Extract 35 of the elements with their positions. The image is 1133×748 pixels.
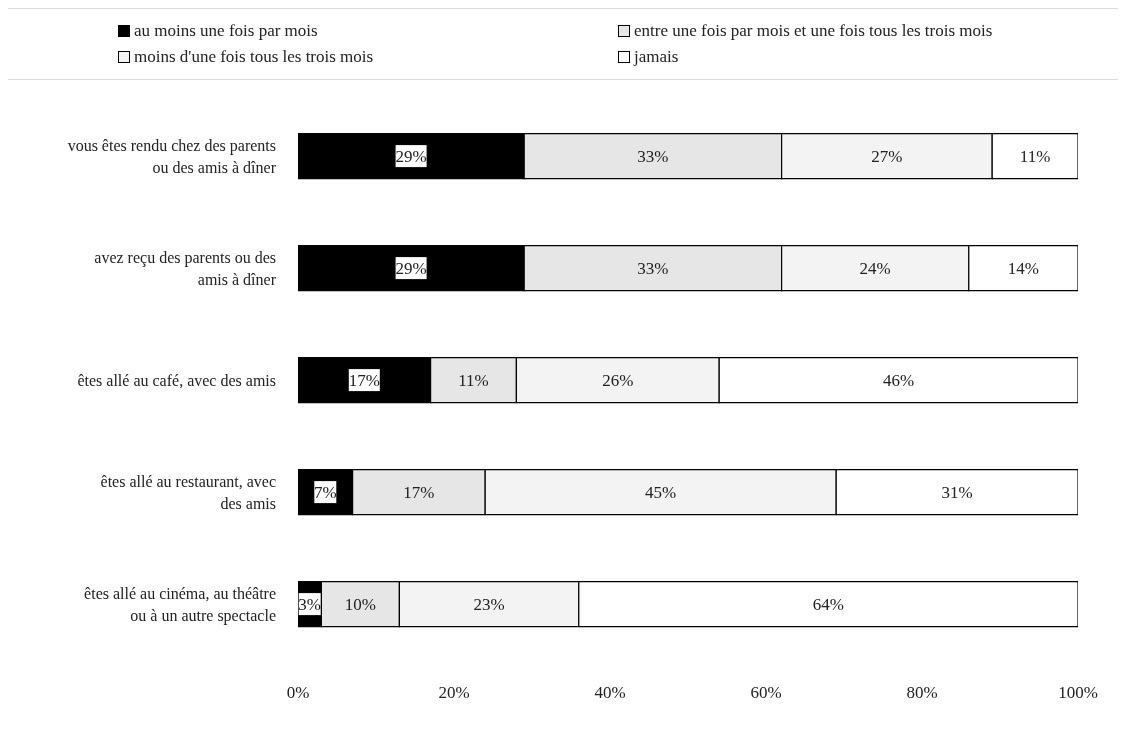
data-label: 14% — [1007, 259, 1039, 279]
data-label: 11% — [1019, 147, 1051, 167]
data-label: 26% — [602, 371, 634, 391]
data-label: 29% — [395, 147, 427, 167]
data-label: 45% — [645, 483, 677, 503]
data-label: 33% — [637, 147, 669, 167]
data-label: 64% — [812, 595, 844, 615]
data-label: 46% — [883, 371, 915, 391]
y-tick-label: êtes allé au restaurant, avec des amis — [100, 472, 276, 512]
y-tick-label: avez reçu des parents ou des amis à dîner — [94, 248, 277, 288]
data-label: 31% — [941, 483, 973, 503]
data-label: 29% — [395, 259, 427, 279]
x-tick-label: 0% — [286, 683, 310, 703]
y-tick-label: vous êtes rendu chez des parents ou des amis à dîner — [67, 136, 277, 176]
x-tick-label: 100% — [1058, 683, 1098, 703]
data-label: 3% — [298, 595, 322, 615]
data-label: 7% — [313, 483, 337, 503]
legend-label: moins d'une fois tous les trois mois — [134, 47, 374, 67]
legend-label: jamais — [634, 47, 679, 67]
x-tick-label: 80% — [906, 683, 938, 703]
x-tick-label: 60% — [750, 683, 782, 703]
legend-label: au moins une fois par mois — [134, 21, 318, 41]
data-label: 10% — [344, 595, 376, 615]
data-label: 23% — [473, 595, 505, 615]
data-label: 24% — [859, 259, 891, 279]
data-label: 17% — [403, 483, 435, 503]
data-label: 17% — [348, 371, 380, 391]
y-tick-label: êtes allé au café, avec des amis — [77, 371, 276, 389]
data-label: 33% — [637, 259, 669, 279]
x-tick-label: 20% — [438, 683, 470, 703]
legend-label: entre une fois par mois et une fois tous les trois mois — [634, 21, 993, 41]
data-label: 27% — [871, 147, 903, 167]
data-label: 11% — [458, 371, 489, 391]
x-tick-label: 40% — [594, 683, 626, 703]
y-tick-label: êtes allé au cinéma, au théâtre ou à un autre spectacle — [84, 584, 276, 625]
